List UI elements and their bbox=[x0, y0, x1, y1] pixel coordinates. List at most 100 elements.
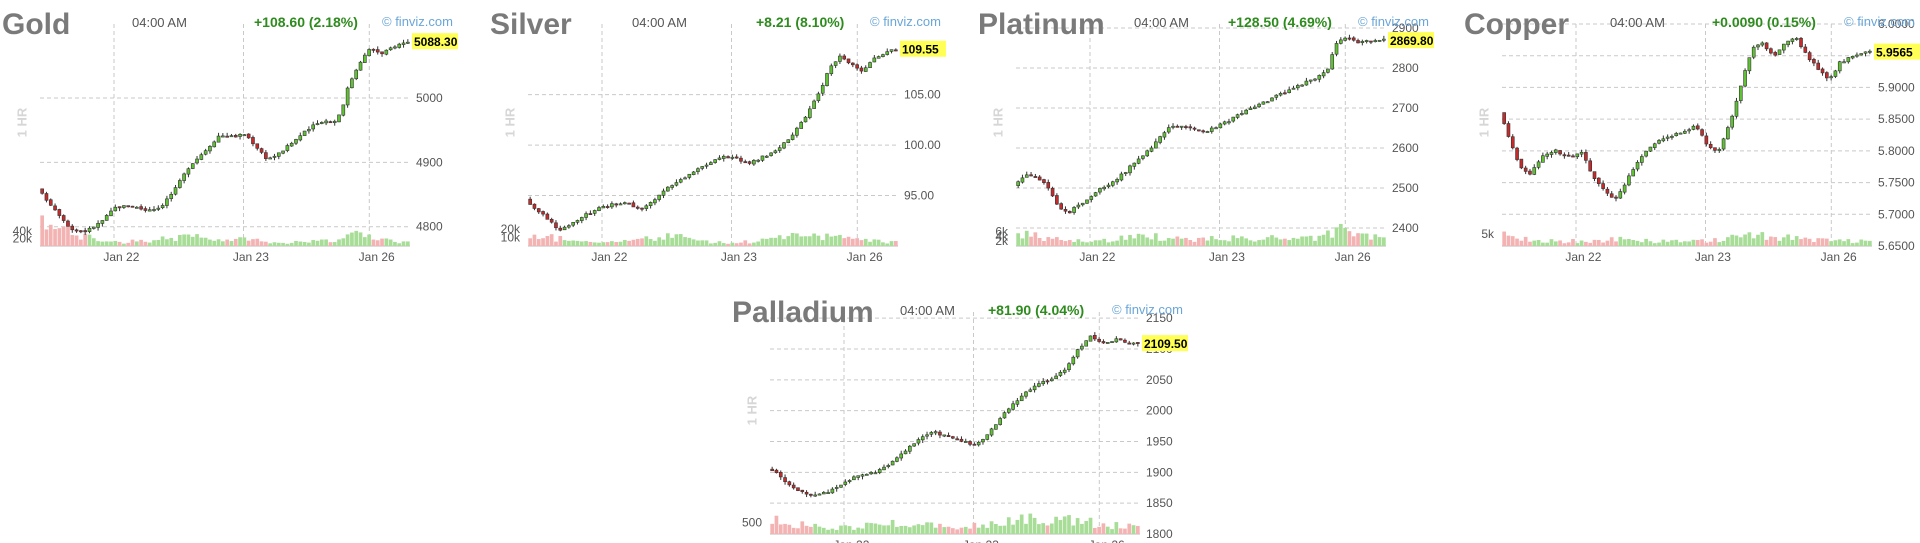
candle-body bbox=[1118, 338, 1123, 341]
chart-title: Copper bbox=[1464, 8, 1569, 41]
chart-silver[interactable]: 95.00 100.00 105.00 Jan 22 Jan 23 Jan 26 10k 20… bbox=[488, 0, 960, 264]
candle-body bbox=[169, 193, 174, 199]
volume-bar bbox=[229, 241, 234, 246]
candle-body bbox=[821, 491, 826, 495]
volume-bar bbox=[1235, 238, 1240, 246]
candle-body bbox=[1687, 129, 1691, 132]
chart-source[interactable]: © finviz.com bbox=[1112, 302, 1183, 317]
candle-body bbox=[53, 205, 57, 211]
candle-body bbox=[79, 230, 83, 233]
x-tick-label: Jan 22 bbox=[103, 250, 139, 264]
chart-source[interactable]: © finviz.com bbox=[1358, 14, 1429, 29]
volume-bar bbox=[1222, 240, 1227, 246]
volume-bar bbox=[773, 237, 778, 246]
volume-bar bbox=[233, 238, 238, 246]
candle-body bbox=[1794, 38, 1799, 40]
volume-bar bbox=[1743, 234, 1747, 246]
volume-bar bbox=[907, 527, 912, 534]
candle-body bbox=[393, 46, 397, 49]
volume-bar bbox=[1820, 238, 1825, 246]
candle-body bbox=[536, 208, 541, 213]
volume-bar bbox=[1837, 239, 1842, 246]
volume-bar bbox=[640, 238, 644, 246]
chart-platinum[interactable]: 2400 2500 2600 2700 2800 2900 Jan 22 Jan 23 Jan … bbox=[976, 0, 1448, 264]
volume-bar bbox=[1833, 240, 1838, 246]
chart-title: Palladium bbox=[732, 296, 874, 329]
candle-body bbox=[190, 163, 195, 169]
volume-bar bbox=[1635, 240, 1640, 246]
volume-bar bbox=[1153, 233, 1158, 246]
candle-body bbox=[1192, 127, 1197, 130]
volume-bar bbox=[1790, 239, 1795, 246]
y-tick-label: 5.8500 bbox=[1878, 112, 1915, 126]
candle-body bbox=[873, 472, 878, 475]
candle-body bbox=[1605, 188, 1610, 194]
candle-body bbox=[276, 152, 281, 157]
volume-bars bbox=[528, 232, 898, 246]
candle-body bbox=[87, 227, 92, 232]
volume-bar bbox=[1028, 513, 1033, 534]
volume-bar bbox=[156, 239, 161, 246]
chart-gold[interactable]: 4800 4900 5000 Jan 22 Jan 23 Jan 26 20k 40k 5088… bbox=[0, 0, 472, 264]
candle-body bbox=[1067, 363, 1071, 371]
volume-bar bbox=[562, 240, 567, 246]
candle-body bbox=[830, 488, 835, 494]
candle-body bbox=[1347, 37, 1352, 40]
candle-body bbox=[1067, 211, 1072, 214]
last-price-label: 5.9565 bbox=[1876, 46, 1913, 60]
candle-body bbox=[592, 210, 597, 214]
candle-body bbox=[1747, 57, 1752, 72]
volume-bar bbox=[1205, 240, 1210, 246]
candle-body bbox=[1566, 154, 1571, 157]
chart-source[interactable]: © finviz.com bbox=[1844, 14, 1915, 29]
candle-body bbox=[885, 51, 890, 55]
candle-body bbox=[549, 219, 554, 223]
volume-bar bbox=[588, 241, 593, 246]
candle-body bbox=[644, 205, 649, 209]
chart-source[interactable]: © finviz.com bbox=[870, 14, 941, 29]
volume-bar bbox=[852, 529, 856, 534]
candle-body bbox=[315, 123, 320, 126]
y-tick-label: 2050 bbox=[1146, 373, 1173, 387]
volume-bar bbox=[1687, 241, 1692, 246]
volume-bar bbox=[1794, 236, 1799, 246]
candle-body bbox=[778, 471, 783, 478]
y-tick-label: 5.7000 bbox=[1878, 207, 1915, 221]
volume-bar bbox=[212, 240, 217, 246]
volume-bar bbox=[1764, 239, 1769, 246]
volume-bar bbox=[981, 524, 985, 534]
y-tick-label: 5.8000 bbox=[1878, 144, 1915, 158]
y-tick-label: 2150 bbox=[1146, 311, 1173, 325]
candle-body bbox=[1812, 59, 1816, 64]
volume-bar bbox=[61, 226, 66, 246]
candle-body bbox=[1123, 339, 1127, 343]
volume-bar bbox=[1149, 239, 1154, 246]
volume-bar bbox=[139, 239, 143, 246]
volume-bar bbox=[859, 240, 864, 246]
volume-bar bbox=[1738, 237, 1743, 246]
chart-source[interactable]: © finviz.com bbox=[382, 14, 453, 29]
candle-body bbox=[358, 61, 363, 71]
volume-bar bbox=[575, 240, 580, 246]
volume-bar bbox=[895, 526, 899, 534]
volume-bar bbox=[341, 238, 346, 246]
chart-copper[interactable]: 5.6500 5.7000 5.7500 5.8000 5.8500 5.9000 5.95… bbox=[1462, 0, 1920, 264]
candle-body bbox=[1549, 152, 1554, 155]
candle-body bbox=[1075, 349, 1080, 358]
volume-bar bbox=[1704, 242, 1709, 246]
candle-body bbox=[782, 142, 786, 149]
volume-bar bbox=[1863, 240, 1868, 246]
volume-bar bbox=[1098, 240, 1102, 246]
timeframe-label: 1 HR bbox=[990, 107, 1006, 138]
volume-bar bbox=[1029, 236, 1033, 246]
volume-bar bbox=[1708, 241, 1713, 246]
chart-palladium[interactable]: 18001850190019502000205021002150Jan 22Ja… bbox=[730, 288, 1202, 543]
volume-bar bbox=[739, 242, 743, 246]
volume-bar bbox=[799, 236, 804, 246]
volume-bar bbox=[1562, 243, 1567, 246]
candle-body bbox=[1062, 369, 1067, 373]
candle-body bbox=[1257, 103, 1261, 108]
candle-body bbox=[371, 48, 376, 51]
volume-bar bbox=[173, 241, 178, 246]
candle-body bbox=[657, 194, 662, 200]
